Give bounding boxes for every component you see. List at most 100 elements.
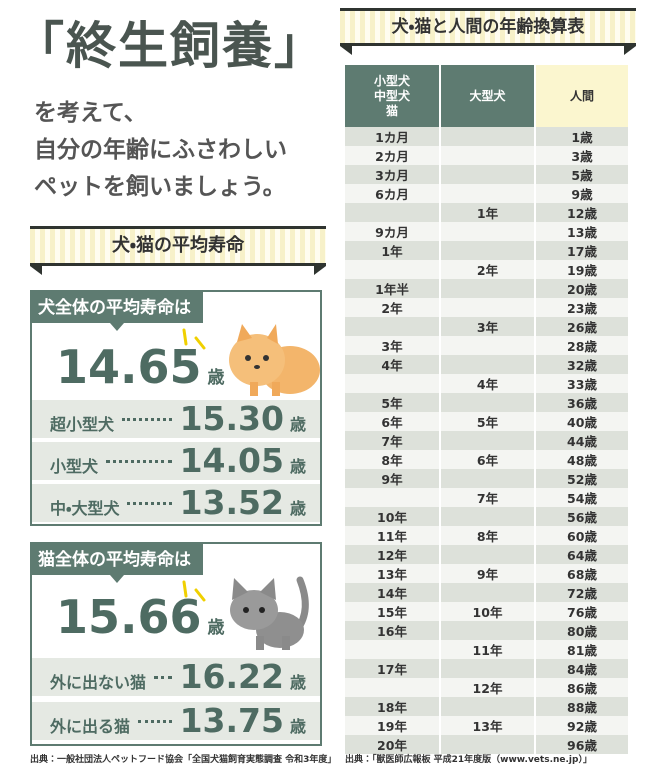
table-cell: 7年: [345, 431, 441, 450]
table-cell: 80歳: [535, 621, 630, 640]
table-row: 3年 26歳: [345, 317, 630, 336]
column-header: 人間: [535, 65, 630, 127]
lifespan-row: 小型犬 14.05 歳: [32, 442, 320, 480]
table-cell: 19歳: [535, 260, 630, 279]
lifespan-row: 外に出ない猫 16.22 歳: [32, 658, 320, 696]
table-cell: 64歳: [535, 545, 630, 564]
table-row: 13年 9年 68歳: [345, 564, 630, 583]
table-cell: 17歳: [535, 241, 630, 260]
table-cell: 23歳: [535, 298, 630, 317]
table-cell: 9年: [440, 564, 536, 583]
table-cell: [440, 184, 536, 203]
table-cell: [440, 298, 536, 317]
row-label: 小型犬: [50, 457, 99, 476]
table-row: 4年 32歳: [345, 355, 630, 374]
header-line: 小型犬: [373, 73, 410, 88]
unit: 歳: [289, 717, 306, 736]
table-cell: [345, 317, 441, 336]
table-cell: [440, 659, 536, 678]
row-label: 外に出る猫: [50, 717, 131, 736]
table-cell: 13歳: [535, 222, 630, 241]
table-cell: 92歳: [535, 716, 630, 735]
table-cell: 40歳: [535, 412, 630, 431]
table-cell: 26歳: [535, 317, 630, 336]
cat-illustration: [182, 576, 309, 650]
cat-box: 猫全体の平均寿命は 15.66 歳 外に出ない猫 16.22 歳 外に出る猫 13.75…: [30, 542, 322, 746]
table-cell: [440, 393, 536, 412]
row-value: 13.75: [179, 701, 284, 740]
table-cell: [440, 279, 536, 298]
row-value: 13.52: [179, 483, 284, 522]
table-cell: 12年: [345, 545, 441, 564]
table-row: 2年 19歳: [345, 260, 630, 279]
table-row: 6年 5年 40歳: [345, 412, 630, 431]
table-row: 18年 88歳: [345, 697, 630, 716]
table-cell: 17年: [345, 659, 441, 678]
table-cell: [440, 697, 536, 716]
table-cell: 72歳: [535, 583, 630, 602]
table-row: 8年 6年 48歳: [345, 450, 630, 469]
table-cell: 6カ月: [345, 184, 441, 203]
table-row: 12年 86歳: [345, 678, 630, 697]
table-row: 1年 12歳: [345, 203, 630, 222]
table-cell: 9カ月: [345, 222, 441, 241]
table-cell: 28歳: [535, 336, 630, 355]
table-cell: 3歳: [535, 146, 630, 165]
table-cell: 11年: [440, 640, 536, 659]
table-row: 11年 8年 60歳: [345, 526, 630, 545]
table-row: 5年 36歳: [345, 393, 630, 412]
table-cell: 11年: [345, 526, 441, 545]
table-cell: 10年: [345, 507, 441, 526]
table-row: 20年 96歳: [345, 735, 630, 754]
table-row: 10年 56歳: [345, 507, 630, 526]
table-row: 3年 28歳: [345, 336, 630, 355]
table-cell: 13年: [440, 716, 536, 735]
table-cell: 20年: [345, 735, 441, 754]
unit: 歳: [207, 368, 225, 388]
table-cell: 3カ月: [345, 165, 441, 184]
table-row: 12年 64歳: [345, 545, 630, 564]
table-row: 1カ月 1歳: [345, 127, 630, 146]
table-cell: 84歳: [535, 659, 630, 678]
table-row: 14年 72歳: [345, 583, 630, 602]
table-cell: [440, 507, 536, 526]
table-cell: 10年: [440, 602, 536, 621]
table-cell: 3年: [345, 336, 441, 355]
row-value: 15.30: [179, 399, 284, 438]
table-cell: [440, 545, 536, 564]
table-cell: 1カ月: [345, 127, 441, 146]
table-cell: 12歳: [535, 203, 630, 222]
section-title: 犬・猫の平均寿命: [30, 226, 326, 275]
table-cell: 1年: [440, 203, 536, 222]
row-label: 中・大型犬: [50, 499, 120, 518]
table-cell: 44歳: [535, 431, 630, 450]
table-cell: 96歳: [535, 735, 630, 754]
table-cell: 3年: [440, 317, 536, 336]
table-cell: 48歳: [535, 450, 630, 469]
subtitle: 自分の年齢にふさわしい: [34, 137, 287, 163]
table-cell: 6年: [345, 412, 441, 431]
header-line: 人間: [569, 88, 594, 103]
box-heading: 犬全体の平均寿命は: [30, 290, 203, 331]
table-row: 2年 23歳: [345, 298, 630, 317]
table-cell: 6年: [440, 450, 536, 469]
header-line: 大型犬: [469, 88, 506, 103]
table-cell: 12年: [440, 678, 536, 697]
table-cell: [440, 127, 536, 146]
table-cell: 20歳: [535, 279, 630, 298]
big-value: 15.66 歳: [56, 590, 225, 644]
table-row: 11年 81歳: [345, 640, 630, 659]
table-cell: [440, 583, 536, 602]
row-value: 14.05: [179, 441, 284, 480]
table-cell: 4年: [345, 355, 441, 374]
table-row: 7年 44歳: [345, 431, 630, 450]
table-cell: 56歳: [535, 507, 630, 526]
table-row: 3カ月 5歳: [345, 165, 630, 184]
table-cell: 5年: [440, 412, 536, 431]
row-value: 16.22: [179, 657, 284, 696]
subtitle: を考えて、: [34, 100, 147, 126]
table-row: 6カ月 9歳: [345, 184, 630, 203]
table-cell: [440, 431, 536, 450]
table-row: 16年 80歳: [345, 621, 630, 640]
value: 14.65: [56, 340, 202, 394]
